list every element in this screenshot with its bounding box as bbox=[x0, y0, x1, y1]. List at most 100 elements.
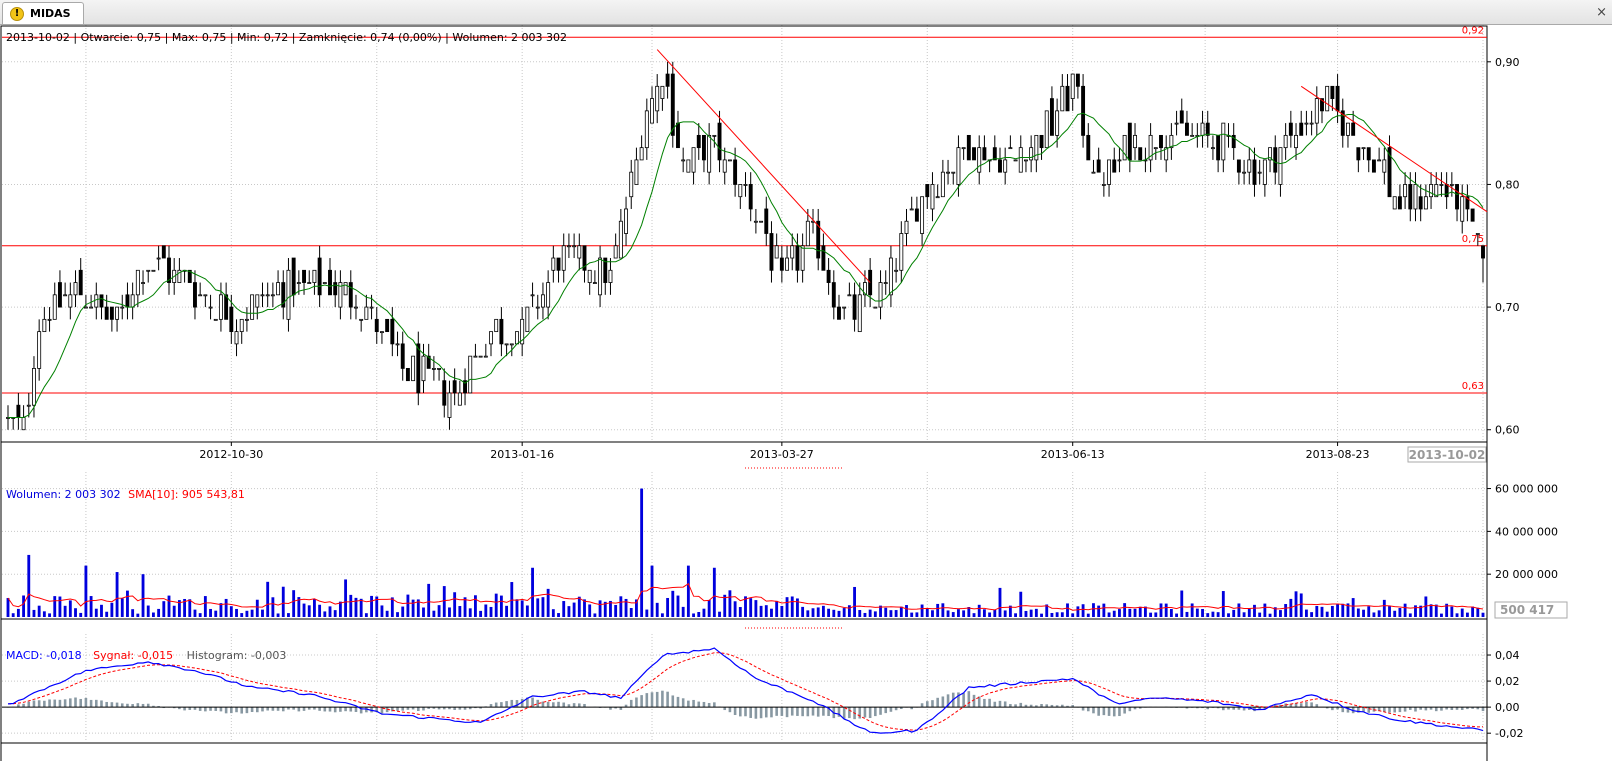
candle-body bbox=[1444, 184, 1449, 198]
histogram-bar bbox=[339, 707, 342, 712]
volume-bar bbox=[390, 597, 394, 617]
histogram-bar bbox=[941, 696, 945, 708]
volume-bar bbox=[1112, 610, 1116, 617]
candle-body bbox=[130, 294, 135, 308]
sma-legend-label: SMA[10]: 905 543,81 bbox=[128, 488, 245, 501]
histogram-bar bbox=[1003, 701, 1007, 708]
candle-body bbox=[1335, 85, 1340, 112]
candle-body bbox=[1179, 110, 1184, 124]
volume-bar bbox=[863, 612, 867, 617]
histogram-bar bbox=[1086, 707, 1090, 712]
volume-bar bbox=[593, 613, 597, 617]
volume-bar bbox=[115, 572, 119, 617]
volume-bar bbox=[468, 608, 472, 617]
histogram-bar bbox=[328, 707, 332, 712]
candle-body bbox=[260, 294, 265, 297]
volume-bar bbox=[764, 605, 768, 617]
volume-bar bbox=[770, 608, 773, 617]
histogram-bar bbox=[437, 707, 441, 710]
volume-bar bbox=[982, 609, 986, 617]
volume-bar bbox=[396, 612, 399, 617]
histogram-bar bbox=[900, 707, 903, 710]
volume-bar bbox=[624, 598, 628, 617]
histogram-bar bbox=[863, 707, 867, 718]
date-tick-label: 2013-06-13 bbox=[1041, 448, 1105, 461]
candle-body bbox=[1127, 122, 1132, 161]
volume-bar bbox=[1102, 603, 1106, 617]
histogram-bar bbox=[946, 694, 950, 708]
candle-body bbox=[852, 294, 857, 320]
warning-icon: ! bbox=[10, 6, 24, 21]
volume-bar bbox=[297, 597, 301, 617]
histogram-bar bbox=[749, 707, 752, 718]
candle-body bbox=[1101, 184, 1106, 186]
volume-bar bbox=[936, 603, 940, 617]
histogram-bar bbox=[1237, 707, 1241, 710]
candle-body bbox=[961, 147, 966, 150]
volume-bar bbox=[375, 596, 379, 617]
volume-bar bbox=[728, 590, 732, 617]
candle-body bbox=[161, 245, 166, 259]
candle-body bbox=[1008, 147, 1013, 150]
histogram-bar bbox=[972, 694, 976, 708]
histogram-bar bbox=[468, 707, 472, 710]
histogram-bar bbox=[770, 707, 773, 718]
volume-bar bbox=[707, 599, 711, 617]
candle-body bbox=[530, 294, 535, 297]
tab-midas[interactable]: ! MIDAS bbox=[2, 2, 84, 24]
volume-bar bbox=[1045, 604, 1049, 617]
volume-bar bbox=[1185, 611, 1189, 617]
histogram-bar bbox=[1029, 704, 1033, 708]
candle-body bbox=[701, 134, 706, 161]
histogram-bar bbox=[48, 699, 51, 708]
volume-bar bbox=[577, 596, 581, 617]
candle-body bbox=[1044, 110, 1049, 149]
candle-body bbox=[385, 318, 390, 333]
histogram-bar bbox=[842, 707, 846, 719]
candle-body bbox=[1138, 147, 1143, 161]
candle-body bbox=[535, 306, 540, 309]
volume-bar bbox=[448, 607, 451, 617]
candle-body bbox=[198, 294, 203, 297]
volume-bar bbox=[6, 597, 10, 617]
volume-bar bbox=[214, 610, 218, 617]
volume-bar bbox=[416, 599, 420, 617]
candle-body bbox=[1356, 147, 1361, 161]
histogram-bar bbox=[172, 707, 176, 709]
volume-bar bbox=[385, 610, 389, 617]
candle-body bbox=[1091, 171, 1096, 174]
histogram-bar bbox=[214, 707, 218, 711]
candle-body bbox=[343, 282, 348, 296]
candle-body bbox=[411, 355, 416, 382]
candle-body bbox=[390, 318, 395, 345]
candle-body bbox=[1107, 159, 1112, 185]
volume-bar bbox=[1029, 609, 1033, 617]
candle-body bbox=[239, 318, 244, 333]
histogram-bar bbox=[624, 704, 628, 708]
volume-bar bbox=[557, 613, 560, 617]
volume-bar bbox=[292, 590, 296, 617]
candle-body bbox=[733, 159, 738, 185]
volume-bar bbox=[1382, 599, 1386, 617]
candle-body bbox=[904, 220, 909, 234]
candle-body bbox=[483, 355, 488, 358]
volume-bar bbox=[1118, 609, 1121, 617]
candle-body bbox=[42, 318, 47, 333]
candle-body bbox=[1257, 171, 1262, 174]
histogram-bar bbox=[1118, 707, 1121, 717]
volume-bar bbox=[531, 567, 534, 617]
volume-bar bbox=[562, 601, 566, 617]
chart-area[interactable]: 0,60 0,70 0,80 0,90 2012-10-30 2013-01-16 2013… bbox=[0, 25, 1612, 766]
candle-body bbox=[857, 294, 862, 333]
candle-body bbox=[1236, 159, 1241, 173]
volume-bar bbox=[1195, 608, 1199, 617]
close-icon[interactable]: × bbox=[1596, 5, 1607, 20]
volume-bar bbox=[318, 604, 322, 617]
moving-average-line bbox=[8, 112, 1484, 418]
horizontal-level-label: 0,75 bbox=[1462, 234, 1484, 245]
volume-bar bbox=[1450, 606, 1454, 617]
macd-tick-label: 0,04 bbox=[1495, 649, 1520, 662]
volume-bar bbox=[489, 606, 493, 617]
histogram-bar bbox=[1357, 707, 1360, 713]
candle-body bbox=[395, 343, 400, 346]
